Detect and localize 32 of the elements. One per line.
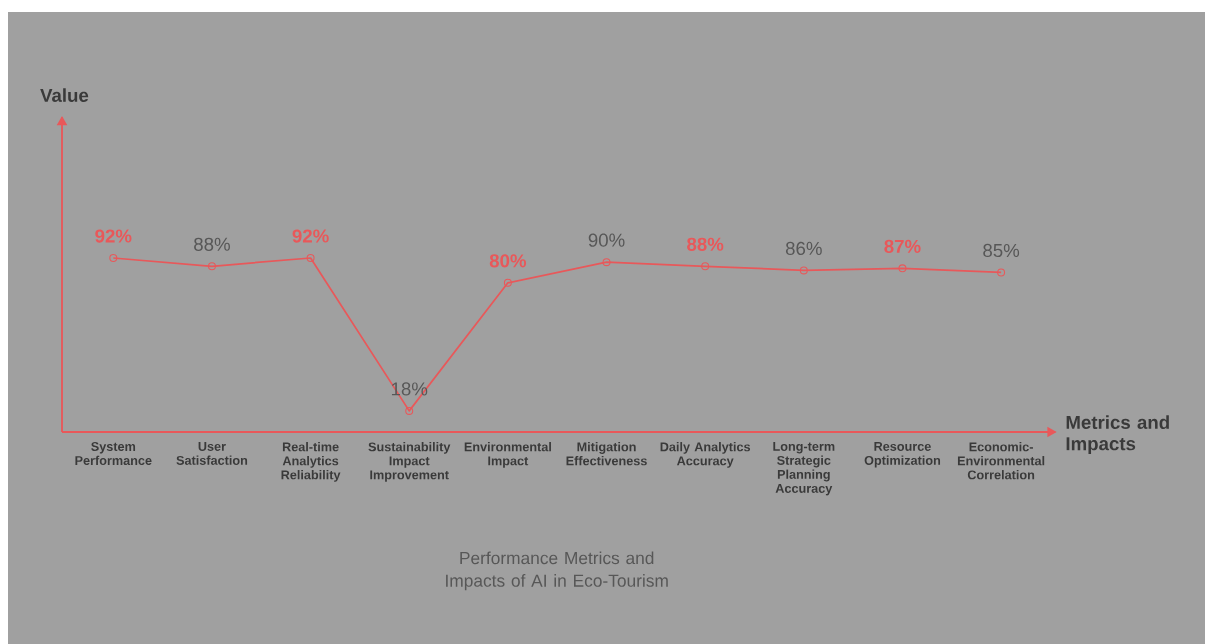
- x-axis-title: Metrics and Impacts: [1066, 415, 1169, 455]
- data-label: 87%: [884, 239, 921, 253]
- x-tick-label: System Performance: [75, 442, 152, 466]
- text: Performance Metrics and Impacts of AI in Eco-Tourism: [446, 551, 668, 591]
- x-tick-label: Mitigation Effectiveness: [566, 442, 647, 466]
- data-label: 86%: [785, 241, 822, 256]
- x-tick-label: User Satisfaction: [176, 442, 248, 465]
- point: [503, 278, 512, 287]
- data-label: 80%: [489, 254, 527, 268]
- x-tick-label: Sustainability Impact Improvement: [368, 442, 451, 482]
- text: Value: [40, 88, 89, 102]
- data-label: 88%: [687, 237, 724, 251]
- x-tick-label: Resource Optimization: [864, 442, 941, 468]
- data-label: 85%: [983, 243, 1020, 258]
- point: [799, 266, 808, 275]
- point: [701, 262, 710, 271]
- data-label: 90%: [588, 233, 625, 247]
- data-label: 88%: [194, 237, 230, 251]
- data-label: 92%: [95, 229, 132, 243]
- point: [405, 406, 414, 415]
- x-tick-label: Environmental Impact: [464, 442, 551, 468]
- point: [306, 253, 315, 263]
- point: [898, 264, 907, 273]
- x-tick-label: Daily Analytics Accuracy: [660, 442, 751, 468]
- point: [997, 268, 1006, 277]
- x-tick-label: Long-term Strategic Planning Accuracy: [773, 442, 835, 496]
- data-label: 92%: [292, 229, 329, 243]
- x-tick-label: Real-time Analytics Reliability: [281, 442, 341, 482]
- x-tick-label: Economic-Environmental Correlation: [957, 442, 1045, 480]
- point: [602, 258, 611, 267]
- point: [207, 262, 216, 271]
- point: [109, 253, 118, 263]
